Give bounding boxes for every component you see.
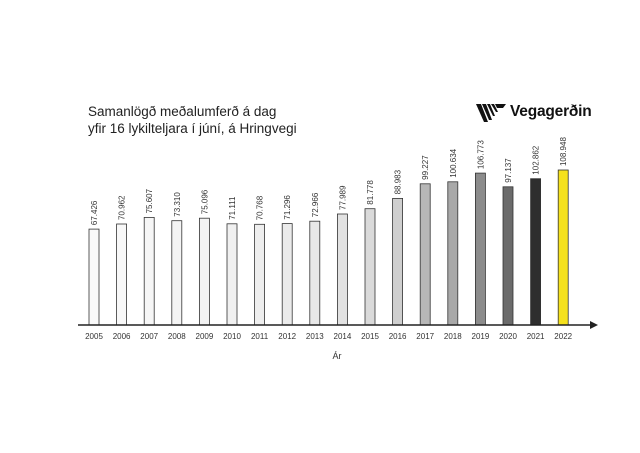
value-label-2011: 70.768 bbox=[256, 195, 265, 220]
bar-2012 bbox=[281, 223, 293, 326]
x-axis-title: Ár bbox=[333, 351, 342, 361]
chart-title-line-1: Samanlögð meðalumferð á dag bbox=[88, 104, 277, 119]
bar-2015 bbox=[364, 208, 376, 326]
bar-2016 bbox=[392, 197, 404, 326]
tick-label-2021: 2021 bbox=[527, 332, 545, 341]
tick-label-2012: 2012 bbox=[278, 332, 296, 341]
bar-2022 bbox=[557, 169, 569, 326]
value-label-2019: 106.773 bbox=[476, 140, 485, 169]
tick-label-2013: 2013 bbox=[306, 332, 324, 341]
tick-label-2011: 2011 bbox=[251, 332, 269, 341]
value-label-2020: 97.137 bbox=[504, 158, 513, 183]
bar-2008 bbox=[171, 220, 183, 326]
value-label-2015: 81.778 bbox=[366, 180, 375, 205]
tick-label-2010: 2010 bbox=[223, 332, 241, 341]
tick-label-2016: 2016 bbox=[389, 332, 407, 341]
value-label-2018: 100.634 bbox=[449, 148, 458, 177]
bar-2021 bbox=[530, 178, 541, 326]
tick-label-2015: 2015 bbox=[361, 332, 379, 341]
bar-2006 bbox=[116, 223, 127, 326]
value-label-2017: 99.227 bbox=[421, 155, 430, 180]
tick-label-2014: 2014 bbox=[334, 332, 352, 341]
value-label-2013: 72.966 bbox=[311, 192, 320, 217]
brand-logo: Vegagerðin bbox=[476, 100, 592, 124]
value-label-2022: 108.948 bbox=[559, 137, 568, 166]
bar-2017 bbox=[419, 183, 431, 326]
stripes-logo-icon bbox=[476, 104, 506, 122]
value-label-2005: 67.426 bbox=[90, 200, 99, 225]
tick-label-2020: 2020 bbox=[499, 332, 517, 341]
value-label-2021: 102.862 bbox=[532, 145, 541, 174]
x-axis-arrow bbox=[590, 321, 598, 329]
tick-label-2019: 2019 bbox=[472, 332, 490, 341]
chart-title: Samanlögð meðalumferð á dag yfir 16 lyki… bbox=[88, 103, 297, 137]
tick-label-2022: 2022 bbox=[554, 332, 572, 341]
value-label-2007: 75.607 bbox=[145, 188, 154, 213]
bar-2019 bbox=[474, 172, 486, 326]
bar-2007 bbox=[143, 216, 155, 326]
bar-2018 bbox=[447, 181, 459, 326]
brand-name: Vegagerðin bbox=[510, 103, 592, 120]
tick-label-2007: 2007 bbox=[140, 332, 158, 341]
bar-2005 bbox=[88, 228, 100, 326]
tick-label-2018: 2018 bbox=[444, 332, 462, 341]
value-label-2009: 75.096 bbox=[200, 189, 209, 214]
bar-2013 bbox=[309, 220, 321, 326]
value-label-2014: 77.989 bbox=[338, 185, 347, 210]
bar-2009 bbox=[198, 217, 210, 326]
value-label-2012: 71.296 bbox=[283, 195, 292, 220]
bar-2010 bbox=[226, 223, 238, 326]
tick-label-2008: 2008 bbox=[168, 332, 186, 341]
bar-2011 bbox=[254, 223, 266, 326]
tick-label-2017: 2017 bbox=[416, 332, 434, 341]
value-label-2008: 73.310 bbox=[173, 192, 182, 217]
chart-title-line-2: yfir 16 lykilteljara í júní, á Hringvegi bbox=[88, 121, 297, 136]
bar-2020 bbox=[502, 186, 514, 326]
value-label-2010: 71.111 bbox=[228, 196, 237, 220]
tick-label-2006: 2006 bbox=[113, 332, 131, 341]
tick-label-2009: 2009 bbox=[196, 332, 214, 341]
value-label-2006: 70.962 bbox=[118, 195, 127, 220]
bar-2014 bbox=[336, 213, 348, 326]
tick-label-2005: 2005 bbox=[85, 332, 103, 341]
value-label-2016: 88.983 bbox=[394, 169, 403, 194]
